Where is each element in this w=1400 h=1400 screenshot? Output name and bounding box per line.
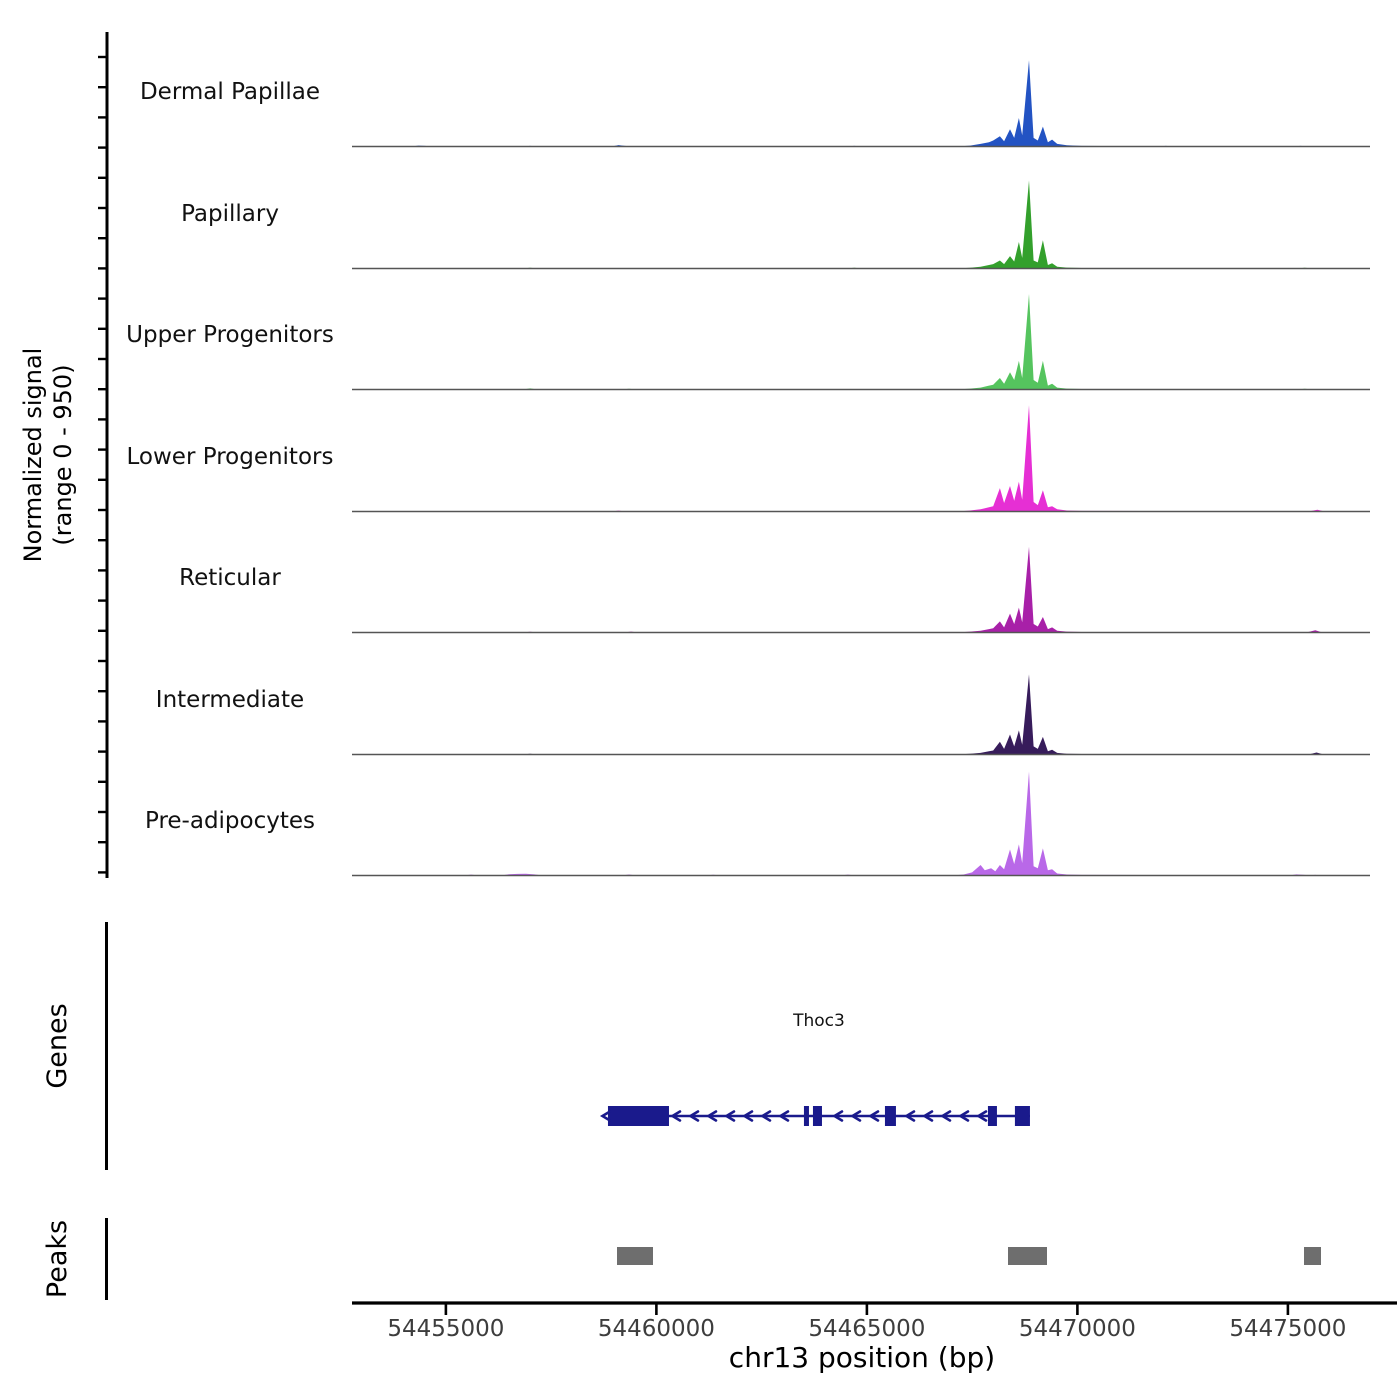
peak-region — [1303, 1247, 1321, 1265]
x-tick-label: 54470000 — [1018, 1316, 1136, 1342]
x-axis-title: chr13 position (bp) — [728, 1341, 996, 1374]
x-tick-label: 54460000 — [597, 1316, 715, 1342]
track-label: Reticular — [179, 565, 281, 591]
y-axis-label-line2: (range 0 - 950) — [49, 364, 77, 546]
x-tick-label: 54475000 — [1229, 1316, 1347, 1342]
genes-section-label: Genes — [42, 1003, 73, 1089]
track-label: Papillary — [181, 200, 279, 227]
x-axis — [352, 1301, 1397, 1315]
signal-track-pre-adipocytes — [352, 771, 1370, 877]
signal-track-intermediate — [352, 673, 1370, 755]
gene-model — [599, 1106, 1030, 1126]
signal-track-upper-progenitors — [352, 294, 1370, 391]
genes-axis-bracket — [105, 922, 108, 1170]
y-axis-label-line1: Normalized signal — [19, 347, 47, 563]
signal-track-lower-progenitors — [352, 404, 1370, 512]
peak-region — [616, 1247, 653, 1265]
y-axis-label: Normalized signal (range 0 - 950) — [18, 285, 78, 625]
peaks-axis-bracket — [105, 1218, 108, 1300]
signal-track-reticular — [352, 546, 1370, 634]
track-label: Intermediate — [155, 686, 305, 713]
x-tick-label: 54455000 — [387, 1316, 505, 1342]
track-label: Dermal Papillae — [139, 79, 321, 105]
peak-region — [1007, 1247, 1047, 1265]
signal-axis-bracket — [98, 32, 109, 878]
track-label: Pre-adipocytes — [144, 808, 316, 834]
signal-track-papillary — [352, 179, 1370, 269]
track-label: Upper Progenitors — [126, 322, 334, 348]
gene-name-label: Thoc3 — [793, 1011, 845, 1031]
signal-track-dermal-papillae — [352, 60, 1370, 148]
track-label: Lower Progenitors — [126, 443, 334, 470]
x-tick-label: 54465000 — [808, 1316, 926, 1342]
